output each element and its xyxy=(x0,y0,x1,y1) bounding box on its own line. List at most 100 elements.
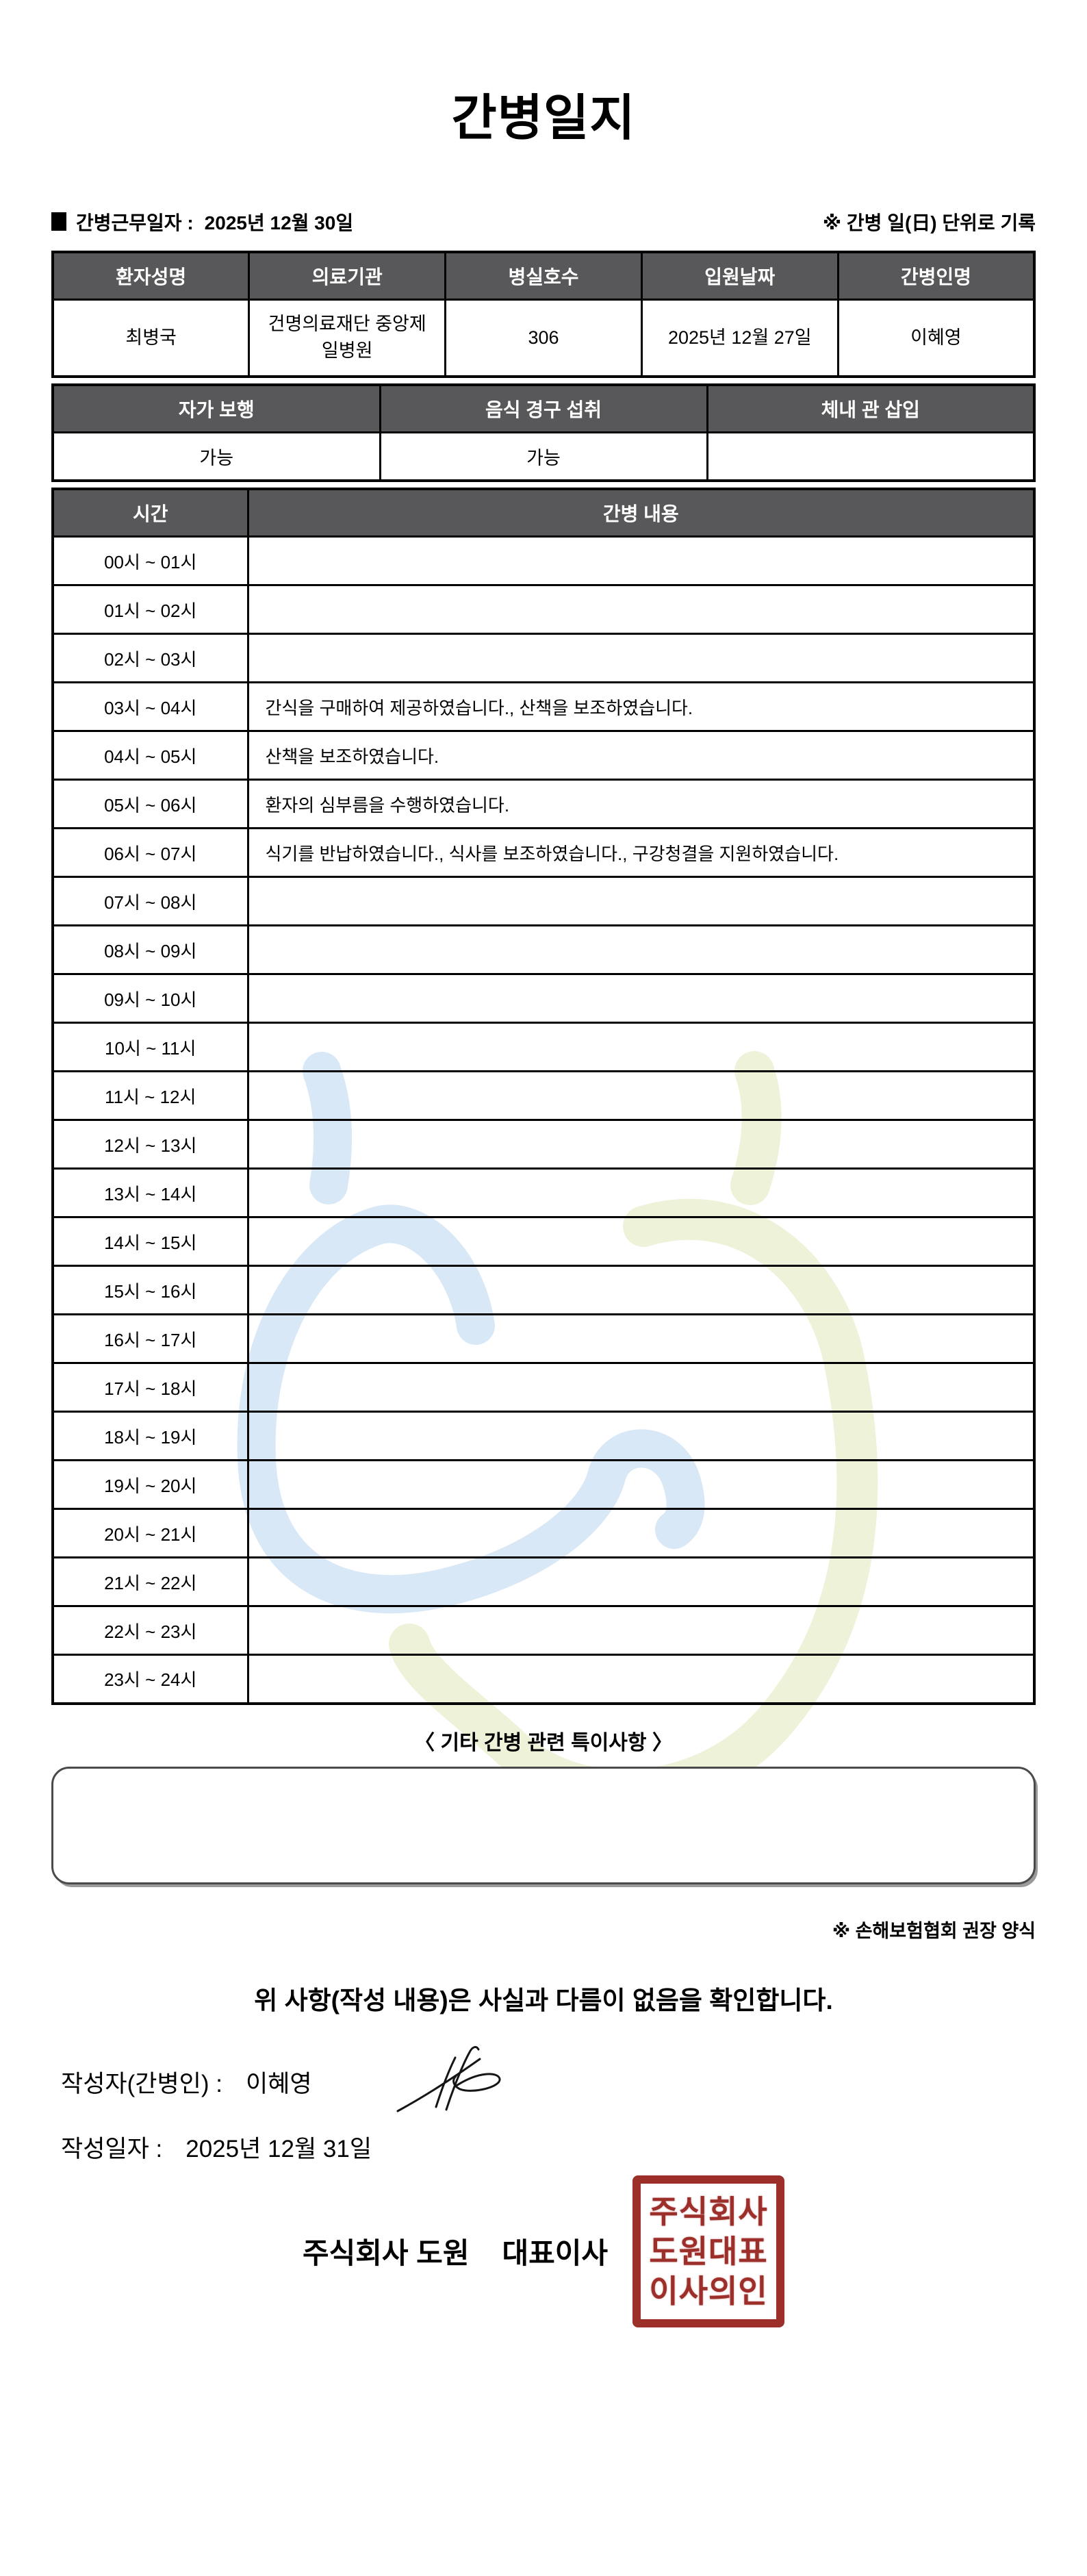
care-time-cell: 08시 ~ 09시 xyxy=(51,924,249,976)
care-content-cell xyxy=(246,1070,1036,1122)
care-time-cell: 01시 ~ 02시 xyxy=(51,584,249,635)
time-row: 23시 ~ 24시 xyxy=(51,1654,1036,1705)
care-time-cell: 23시 ~ 24시 xyxy=(51,1654,249,1705)
company-name: 주식회사 도원 xyxy=(302,2237,470,2270)
time-row: 14시 ~ 15시 xyxy=(51,1216,1036,1267)
form-note: ※ 손해보험협회 권장 양식 xyxy=(832,1920,1036,1941)
care-time-cell: 22시 ~ 23시 xyxy=(51,1605,249,1656)
care-time-cell: 14시 ~ 15시 xyxy=(51,1216,249,1267)
written-date-value: 2025년 12월 31일 xyxy=(186,2135,372,2162)
care-time-cell: 05시 ~ 06시 xyxy=(51,779,249,830)
company-line: 주식회사 도원 대표이사 xyxy=(303,2230,608,2272)
care-time-cell: 03시 ~ 04시 xyxy=(51,681,249,733)
signature xyxy=(396,2045,501,2112)
content-column-header: 간병 내용 xyxy=(246,488,1036,538)
care-time-cell: 00시 ~ 01시 xyxy=(51,535,249,587)
care-time-cell: 09시 ~ 10시 xyxy=(51,973,249,1024)
unit-note: ※ 간병 일(日) 단위로 기록 xyxy=(822,212,1036,233)
care-content-cell xyxy=(246,633,1036,684)
care-content-cell: 식기를 반납하였습니다., 식사를 보조하였습니다., 구강청결을 지원하였습니… xyxy=(246,827,1036,879)
work-date-label: 간병근무일자 : xyxy=(76,212,194,233)
time-row: 20시 ~ 21시 xyxy=(51,1508,1036,1559)
care-content-cell xyxy=(246,1508,1036,1559)
care-content-cell xyxy=(246,1313,1036,1365)
time-row: 18시 ~ 19시 xyxy=(51,1411,1036,1462)
care-journal-page: 간병일지 간병근무일자 : 2025년 12월 30일 ※ 간병 일(日) 단위… xyxy=(0,91,1087,2327)
patient-info-header-row: 환자성명 의료기관 병실호수 입원날짜 간병인명 xyxy=(51,251,1036,301)
page-title: 간병일지 xyxy=(451,91,636,146)
care-time-cell: 10시 ~ 11시 xyxy=(51,1022,249,1073)
admission-date-value: 2025년 12월 27일 xyxy=(640,299,839,378)
time-row: 08시 ~ 09시 xyxy=(51,924,1036,976)
status-header-row: 자가 보행 음식 경구 섭취 체내 관 삽입 xyxy=(51,383,1036,434)
time-row: 21시 ~ 22시 xyxy=(51,1556,1036,1608)
work-date-line: 간병근무일자 : 2025년 12월 30일 xyxy=(51,208,353,236)
caregiver-name-value: 이혜영 xyxy=(836,299,1036,378)
time-row: 15시 ~ 16시 xyxy=(51,1265,1036,1316)
time-column-header: 시간 xyxy=(51,488,249,538)
care-time-cell: 11시 ~ 12시 xyxy=(51,1070,249,1122)
time-row: 00시 ~ 01시 xyxy=(51,535,1036,587)
care-content-cell: 산책을 보조하였습니다. xyxy=(246,730,1036,781)
care-content-cell xyxy=(246,1216,1036,1267)
care-content-cell xyxy=(246,1119,1036,1170)
oral-intake-header: 음식 경구 섭취 xyxy=(379,383,708,434)
care-log-table: 시간 간병 내용 00시 ~ 01시 01시 ~ 02시 02시 ~ 03시 0… xyxy=(51,487,1036,1705)
company-role: 대표이사 xyxy=(502,2237,609,2270)
caregiver-name-header: 간병인명 xyxy=(836,251,1036,301)
time-row: 17시 ~ 18시 xyxy=(51,1362,1036,1413)
seal-line: 도원대표 xyxy=(649,2233,768,2269)
care-content-cell: 간식을 구매하여 제공하였습니다., 산책을 보조하였습니다. xyxy=(246,681,1036,733)
time-row: 02시 ~ 03시 xyxy=(51,633,1036,684)
patient-status-table: 자가 보행 음식 경구 섭취 체내 관 삽입 가능 가능 xyxy=(51,383,1036,482)
care-log-header-row: 시간 간병 내용 xyxy=(51,488,1036,538)
care-time-cell: 16시 ~ 17시 xyxy=(51,1313,249,1365)
time-row: 07시 ~ 08시 xyxy=(51,876,1036,927)
care-content-cell xyxy=(246,535,1036,587)
care-content-cell xyxy=(246,584,1036,635)
room-number-header: 병실호수 xyxy=(444,251,643,301)
hospital-header: 의료기관 xyxy=(248,251,447,301)
written-date-label: 작성일자 : xyxy=(61,2135,163,2162)
time-row: 19시 ~ 20시 xyxy=(51,1459,1036,1511)
hospital-value: 건명의료재단 중앙제일병원 xyxy=(248,299,447,378)
admission-date-header: 입원날짜 xyxy=(640,251,839,301)
care-content-cell: 환자의 심부름을 수행하였습니다. xyxy=(246,779,1036,830)
patient-name-value: 최병국 xyxy=(51,299,251,378)
time-row: 12시 ~ 13시 xyxy=(51,1119,1036,1170)
care-content-cell xyxy=(246,1265,1036,1316)
company-row: 주식회사 도원 대표이사 주식회사 도원대표 이사의인 xyxy=(51,2175,1036,2327)
time-row: 10시 ~ 11시 xyxy=(51,1022,1036,1073)
care-time-cell: 21시 ~ 22시 xyxy=(51,1556,249,1608)
care-content-cell xyxy=(246,924,1036,976)
care-content-cell xyxy=(246,973,1036,1024)
care-time-cell: 02시 ~ 03시 xyxy=(51,633,249,684)
care-time-cell: 20시 ~ 21시 xyxy=(51,1508,249,1559)
writer-label: 작성자(간병인) : xyxy=(61,2070,222,2097)
bullet-square-icon xyxy=(51,212,66,231)
care-time-cell: 19시 ~ 20시 xyxy=(51,1459,249,1511)
care-content-cell xyxy=(246,1411,1036,1462)
self-walking-value: 가능 xyxy=(51,431,381,482)
writer-line: 작성자(간병인) : 이혜영 xyxy=(51,2045,1036,2112)
care-content-cell xyxy=(246,1654,1036,1705)
time-row: 03시 ~ 04시 간식을 구매하여 제공하였습니다., 산책을 보조하였습니다. xyxy=(51,681,1036,733)
confirmation-statement: 위 사항(작성 내용)은 사실과 다름이 없음을 확인합니다. xyxy=(254,1986,833,2015)
self-walking-header: 자가 보행 xyxy=(51,383,381,434)
company-seal: 주식회사 도원대표 이사의인 xyxy=(632,2175,785,2327)
care-time-cell: 06시 ~ 07시 xyxy=(51,827,249,879)
time-row: 16시 ~ 17시 xyxy=(51,1313,1036,1365)
care-time-cell: 18시 ~ 19시 xyxy=(51,1411,249,1462)
header-line: 간병근무일자 : 2025년 12월 30일 ※ 간병 일(日) 단위로 기록 xyxy=(51,208,1036,236)
time-row: 01시 ~ 02시 xyxy=(51,584,1036,635)
care-content-cell xyxy=(246,876,1036,927)
care-time-cell: 04시 ~ 05시 xyxy=(51,730,249,781)
care-content-cell xyxy=(246,1167,1036,1219)
care-content-cell xyxy=(246,1022,1036,1073)
time-row: 11시 ~ 12시 xyxy=(51,1070,1036,1122)
time-row: 22시 ~ 23시 xyxy=(51,1605,1036,1656)
writer-name: 이혜영 xyxy=(245,2070,312,2097)
written-date-line: 작성일자 : 2025년 12월 31일 xyxy=(51,2130,1036,2164)
patient-info-value-row: 최병국 건명의료재단 중앙제일병원 306 2025년 12월 27일 이혜영 xyxy=(51,299,1036,378)
time-row: 06시 ~ 07시 식기를 반납하였습니다., 식사를 보조하였습니다., 구강청… xyxy=(51,827,1036,879)
